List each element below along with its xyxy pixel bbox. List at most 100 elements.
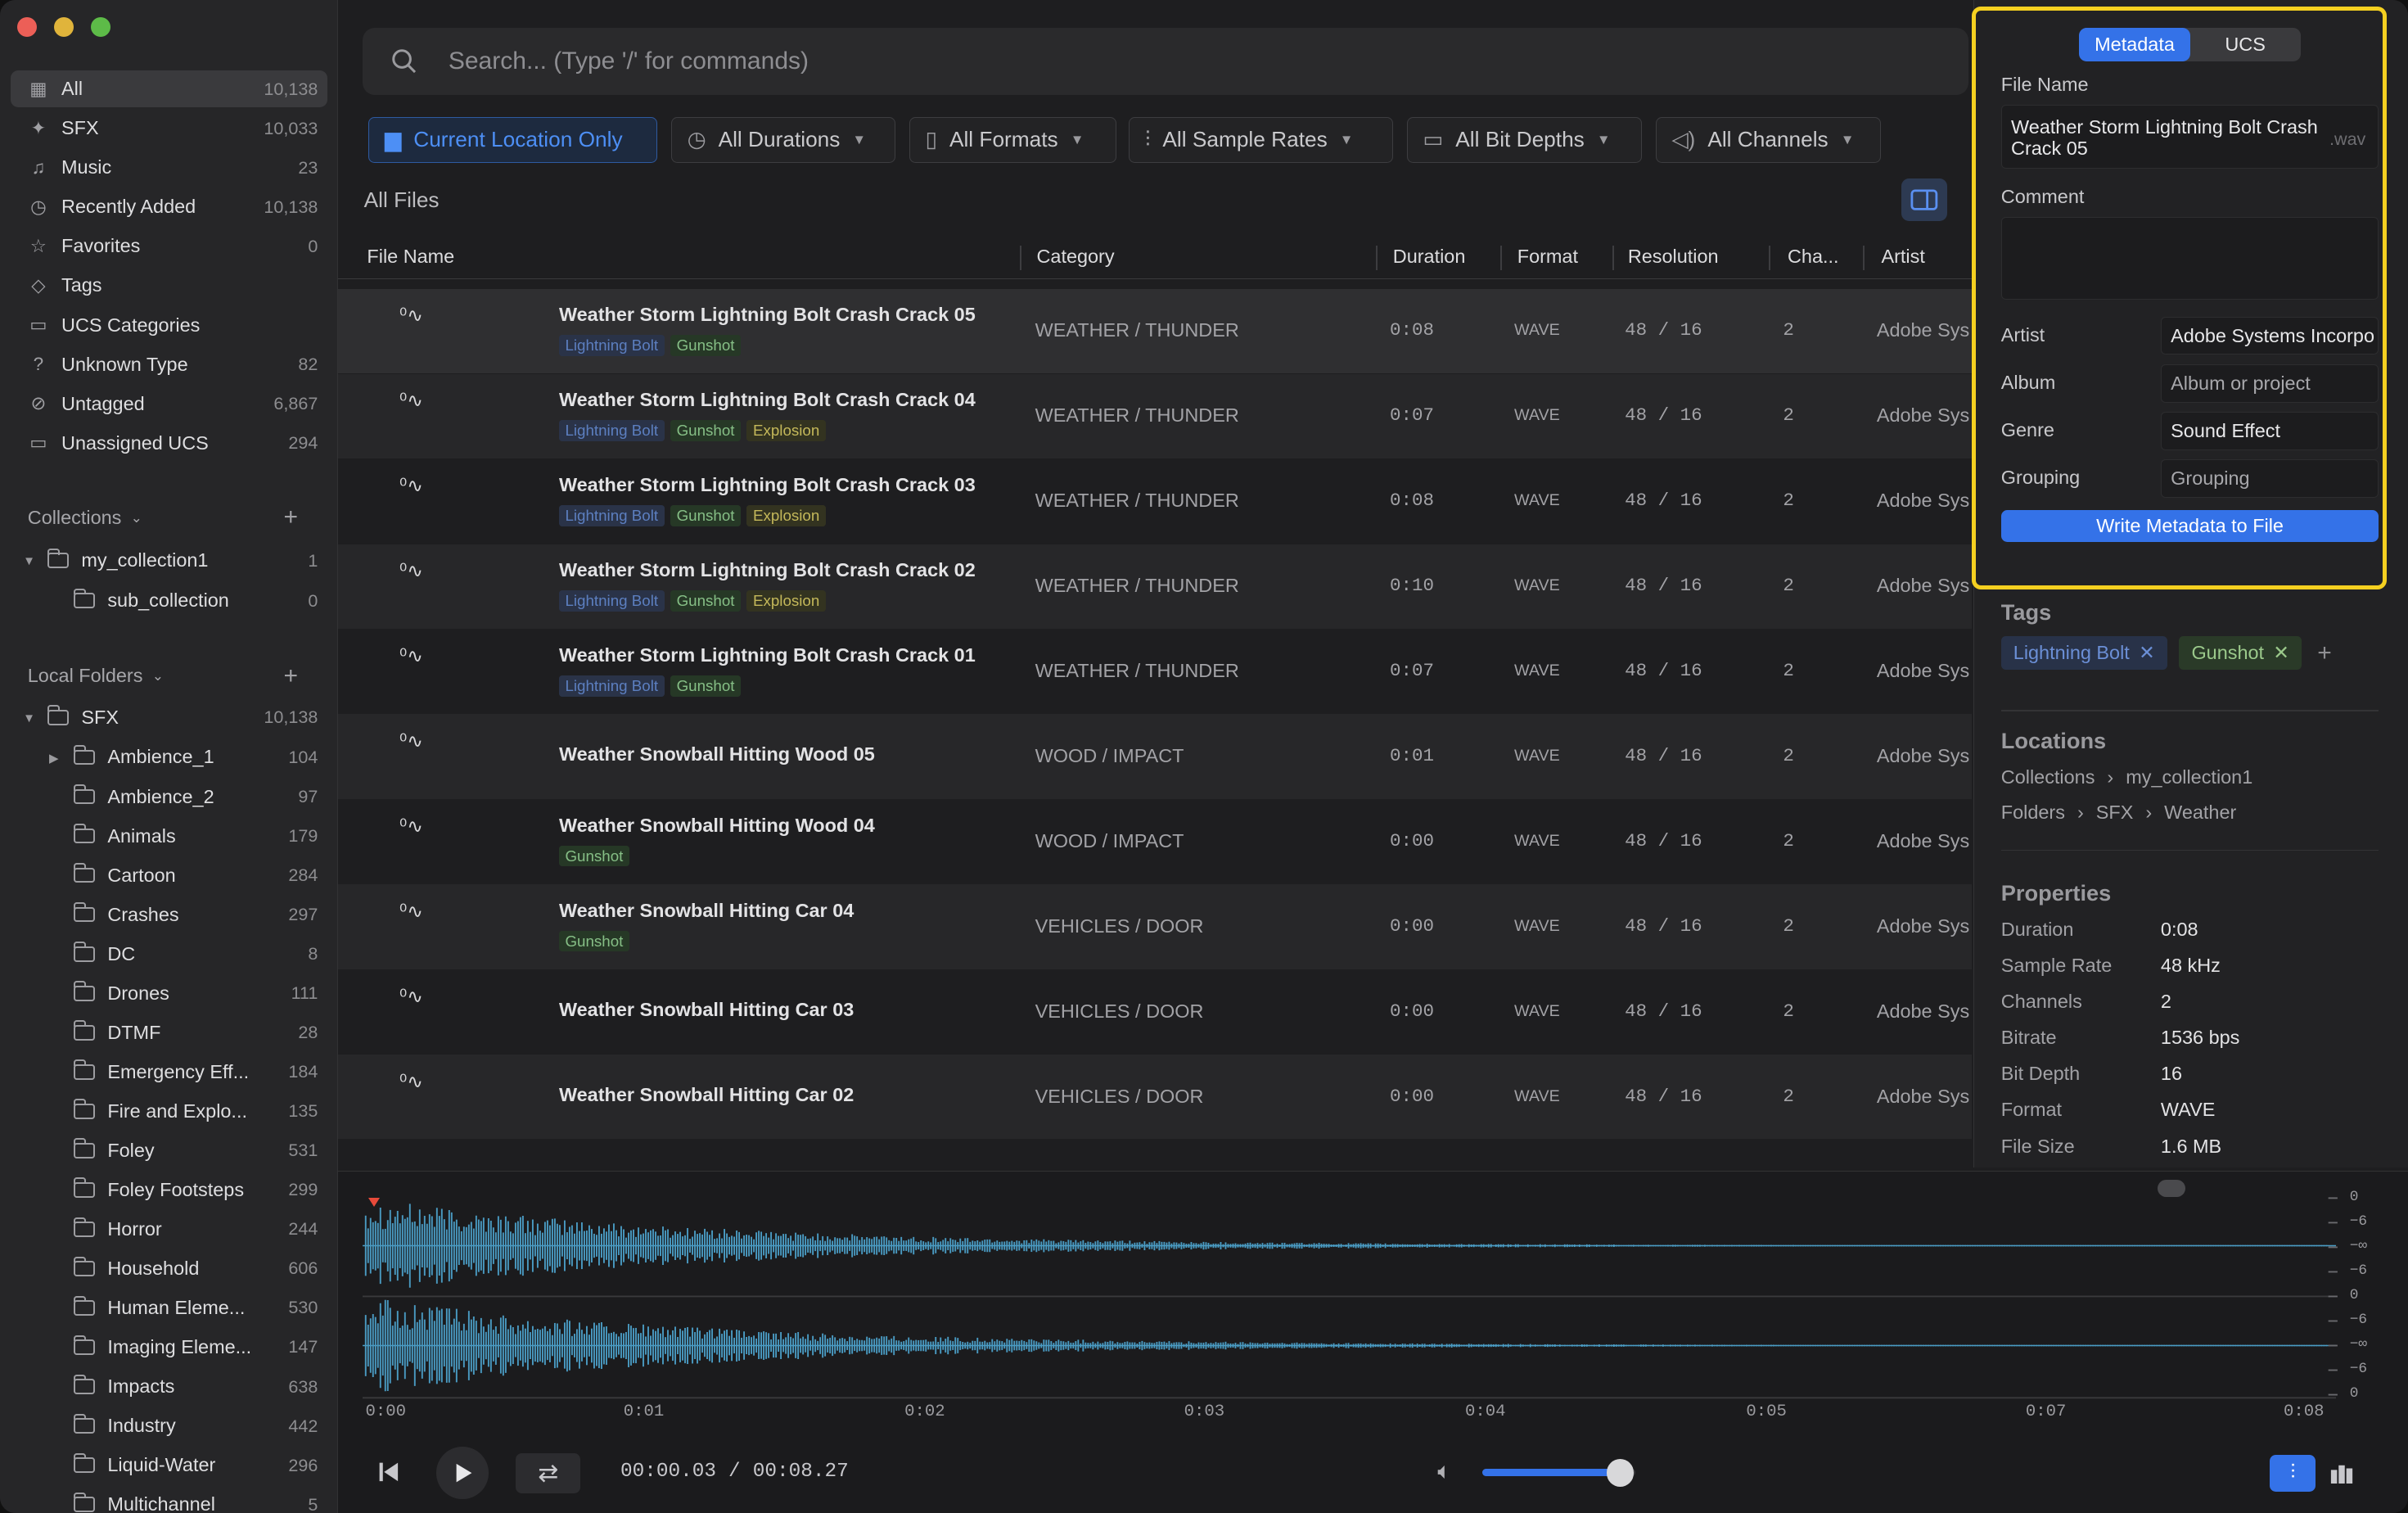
tab-metadata[interactable]: Metadata <box>2079 27 2190 62</box>
close-window-button[interactable] <box>16 16 38 38</box>
file-name-field[interactable]: Weather Storm Lightning Bolt Crash Crack… <box>2000 104 2379 169</box>
table-row[interactable]: ⁰∿ Weather Snowball Hitting Car 03 VEHICLE… <box>338 969 1972 1054</box>
folder-item[interactable]: Drones 111 <box>11 975 327 1012</box>
waveform-display[interactable] <box>362 1190 2343 1406</box>
col-channels[interactable]: Cha... <box>1787 246 1839 268</box>
table-row[interactable]: ⁰∿ Weather Storm Lightning Bolt Crash Cra… <box>338 630 1972 714</box>
tag-badge[interactable]: Lightning Bolt <box>558 419 665 441</box>
folder-item[interactable]: Imaging Eleme... 147 <box>11 1329 327 1366</box>
durations-filter[interactable]: ◷ All Durations ▼ <box>670 116 895 163</box>
tag-badge[interactable]: Lightning Bolt <box>558 335 665 356</box>
table-row[interactable]: ⁰∿ Weather Snowball Hitting Wood 04 Gunsho… <box>338 799 1972 883</box>
bit-depths-filter[interactable]: ▭ All Bit Depths ▼ <box>1406 116 1642 163</box>
sidebar-item-sfx[interactable]: ✦ SFX 10,033 <box>11 110 327 147</box>
zoom-handle[interactable] <box>2158 1179 2185 1197</box>
search-bar[interactable] <box>362 27 1969 96</box>
loop-button[interactable]: ⇄ <box>516 1452 581 1493</box>
folder-item[interactable]: Fire and Explo... 135 <box>11 1093 327 1130</box>
col-resolution[interactable]: Resolution <box>1627 246 1719 268</box>
volume-knob[interactable] <box>1606 1459 1635 1488</box>
remove-tag-icon[interactable]: ✕ <box>2139 642 2155 664</box>
collection-item[interactable]: ▼ my_collection1 1 <box>11 542 327 579</box>
folder-item[interactable]: Crashes 297 <box>11 897 327 933</box>
add-folder-icon[interactable]: + <box>283 662 298 689</box>
table-row[interactable]: ⁰∿ Weather Snowball Hitting Wood 05 WOOD /… <box>337 714 1973 799</box>
folder-item[interactable]: Foley Footsteps 299 <box>11 1172 327 1208</box>
playhead-marker[interactable] <box>368 1198 381 1208</box>
col-format[interactable]: Format <box>1517 246 1578 268</box>
sidebar-item-unknown-type[interactable]: ? Unknown Type 82 <box>11 346 327 383</box>
sidebar-item-recently-added[interactable]: ◷ Recently Added 10,138 <box>11 188 327 225</box>
sidebar-item-unassigned-ucs[interactable]: ▭ Unassigned UCS 294 <box>11 425 327 462</box>
tag-badge[interactable]: Lightning Bolt <box>558 504 665 526</box>
tag-badge[interactable]: Gunshot <box>558 845 629 867</box>
write-metadata-button[interactable]: Write Metadata to File <box>2000 509 2379 543</box>
disclosure-triangle-icon[interactable]: ▼ <box>23 711 35 725</box>
channels-filter[interactable]: ◁) All Channels ▼ <box>1655 116 1882 163</box>
column-divider[interactable] <box>1612 246 1614 271</box>
sample-rates-filter[interactable]: ⫶ All Sample Rates ▼ <box>1129 116 1393 163</box>
col-category[interactable]: Category <box>1036 246 1115 268</box>
folder-item[interactable]: DC 8 <box>11 936 327 973</box>
folder-item[interactable]: DTMF 28 <box>11 1014 327 1051</box>
sidebar-item-music[interactable]: ♫ Music 23 <box>11 149 327 186</box>
tag-badge[interactable]: Gunshot <box>670 675 741 697</box>
folder-item-root[interactable]: ▼ SFX 10,138 <box>11 699 327 736</box>
tag-badge[interactable]: Gunshot <box>670 419 741 441</box>
tag-chip-lightning-bolt[interactable]: Lightning Bolt ✕ <box>2000 635 2167 671</box>
column-divider[interactable] <box>1376 246 1378 271</box>
column-divider[interactable] <box>1769 246 1771 271</box>
tag-badge[interactable]: Explosion <box>746 504 826 526</box>
field-album-input[interactable]: Album or project <box>2160 364 2379 403</box>
folder-item[interactable]: Cartoon 284 <box>11 857 327 894</box>
tag-badge[interactable]: Gunshot <box>558 930 629 952</box>
folder-item[interactable]: Multichannel 5 <box>11 1486 327 1513</box>
field-grouping-input[interactable]: Grouping <box>2160 459 2379 498</box>
folder-item[interactable]: Emergency Eff... 184 <box>11 1054 327 1091</box>
waveform-view-button[interactable]: ⫶ <box>2270 1454 2316 1492</box>
sidebar-item-all[interactable]: ▦ All 10,138 <box>11 70 327 108</box>
folder-item[interactable]: Animals 179 <box>11 818 327 855</box>
toggle-inspector-button[interactable] <box>1901 178 1948 222</box>
zoom-window-button[interactable] <box>90 16 111 38</box>
remove-tag-icon[interactable]: ✕ <box>2273 642 2289 664</box>
sidebar-item-tags[interactable]: ◇ Tags <box>11 267 327 304</box>
table-row[interactable]: ⁰∿ Weather Storm Lightning Bolt Crash Cra… <box>337 373 1973 458</box>
tag-badge[interactable]: Gunshot <box>670 335 741 356</box>
col-artist[interactable]: Artist <box>1881 246 1925 268</box>
col-file-name[interactable]: File Name <box>367 246 455 268</box>
collection-item[interactable]: sub_collection 0 <box>11 582 327 619</box>
folder-item[interactable]: Ambience_2 97 <box>11 779 327 815</box>
sidebar-item-untagged[interactable]: ⊘ Untagged 6,867 <box>11 386 327 422</box>
column-divider[interactable] <box>1019 246 1021 271</box>
local-folders-header[interactable]: Local Folders ⌄ + <box>28 661 319 692</box>
table-row[interactable]: ⁰∿ Weather Storm Lightning Bolt Crash Cra… <box>337 544 1973 629</box>
play-button[interactable] <box>435 1447 489 1500</box>
add-collection-icon[interactable]: + <box>283 504 298 531</box>
volume-slider[interactable] <box>1481 1459 1636 1488</box>
location-folders[interactable]: Folders › SFX › Weather <box>2001 802 2237 824</box>
folder-item[interactable]: Human Eleme... 530 <box>11 1289 327 1326</box>
search-input[interactable] <box>448 47 1969 76</box>
table-row[interactable]: ⁰∿ Weather Snowball Hitting Car 04 Gunshot… <box>337 884 1973 969</box>
sidebar-item-ucs-categories[interactable]: ▭ UCS Categories <box>11 307 327 344</box>
folder-item[interactable]: Foley 531 <box>11 1132 327 1169</box>
minimize-window-button[interactable] <box>53 16 74 38</box>
disclosure-triangle-icon[interactable]: ▶ <box>49 752 59 766</box>
table-row[interactable]: ⁰∿ Weather Storm Lightning Bolt Crash Cra… <box>337 288 1973 373</box>
disclosure-triangle-icon[interactable]: ▼ <box>23 554 35 569</box>
table-row[interactable]: ⁰∿ Weather Storm Lightning Bolt Crash Cra… <box>338 459 1972 544</box>
tag-chip-gunshot[interactable]: Gunshot ✕ <box>2179 635 2302 671</box>
tab-ucs[interactable]: UCS <box>2225 33 2266 55</box>
formats-filter[interactable]: ▯ All Formats ▼ <box>909 116 1117 163</box>
tag-badge[interactable]: Explosion <box>746 589 826 612</box>
folder-item[interactable]: Industry 442 <box>11 1407 327 1444</box>
field-artist-input[interactable]: Adobe Systems Incorpo <box>2160 316 2379 355</box>
comment-field[interactable] <box>2000 216 2379 300</box>
folder-item[interactable]: Impacts 638 <box>11 1368 327 1405</box>
location-collections[interactable]: Collections › my_collection1 <box>2001 766 2252 788</box>
volume-icon[interactable]: 🔈︎ <box>1437 1457 1452 1484</box>
add-tag-icon[interactable]: + <box>2317 639 2332 666</box>
tag-badge[interactable]: Lightning Bolt <box>558 675 665 697</box>
folder-item[interactable]: Liquid-Water 296 <box>11 1447 327 1484</box>
